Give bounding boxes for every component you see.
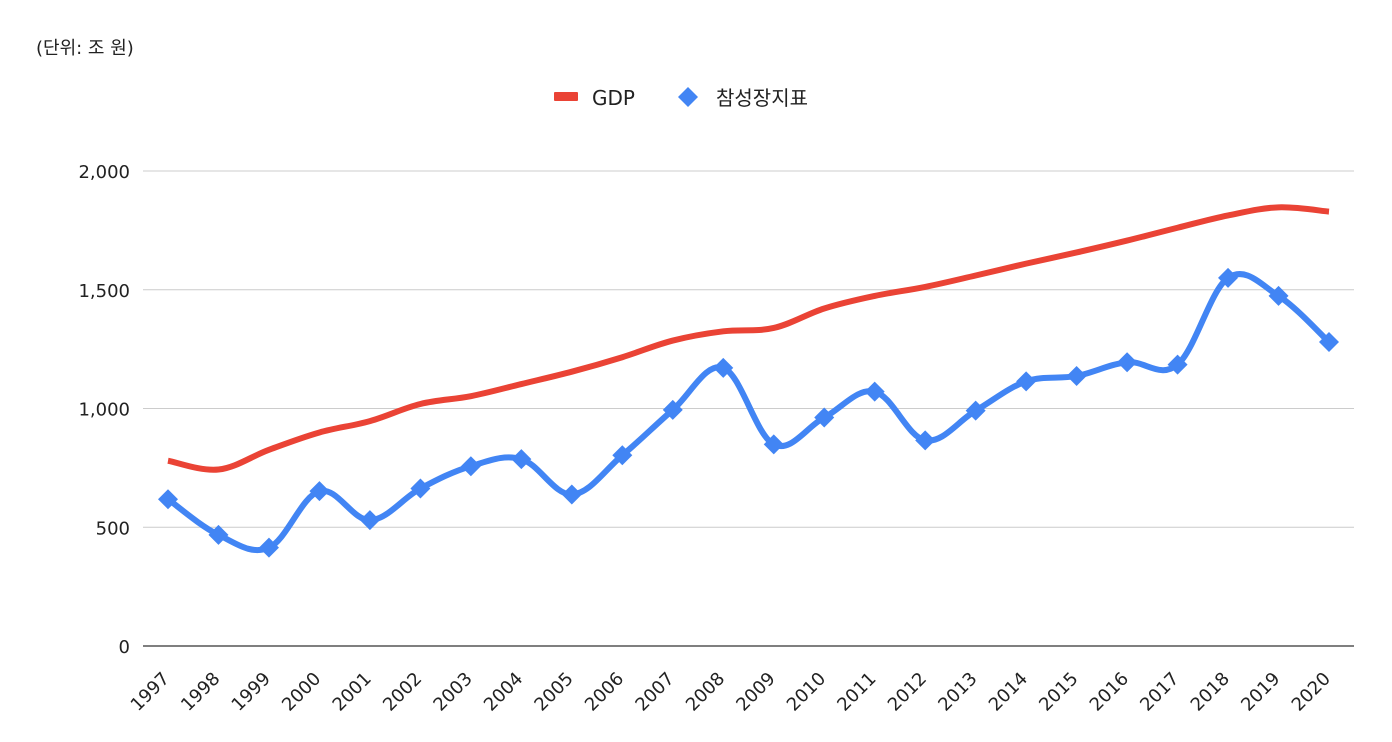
x-tick-label: 2005	[530, 668, 577, 715]
data-point-indicator[interactable]	[713, 357, 734, 378]
x-tick-label: 2006	[581, 668, 628, 715]
x-tick-label: 1999	[228, 668, 275, 715]
data-point-indicator[interactable]	[864, 381, 885, 402]
x-tick-label: 2001	[329, 668, 376, 715]
y-tick-label: 2,000	[78, 162, 130, 183]
data-point-indicator[interactable]	[208, 524, 229, 545]
x-tick-label: 1997	[127, 668, 174, 715]
x-tick-label: 2015	[1035, 668, 1082, 715]
y-tick-label: 500	[96, 518, 130, 539]
legend-swatch-indicator	[678, 87, 698, 107]
x-tick-label: 2016	[1086, 668, 1133, 715]
legend-label-gdp: GDP	[592, 86, 635, 110]
x-tick-label: 2014	[985, 668, 1032, 715]
data-point-indicator[interactable]	[1016, 371, 1037, 392]
x-tick-label: 2011	[833, 668, 880, 715]
x-tick-label: 2010	[783, 668, 830, 715]
x-tick-label: 2017	[1136, 668, 1183, 715]
data-point-indicator[interactable]	[1117, 352, 1138, 373]
data-point-indicator[interactable]	[158, 489, 178, 510]
x-tick-label: 2007	[631, 668, 678, 715]
x-tick-label: 2000	[278, 668, 325, 715]
x-tick-label: 1998	[177, 668, 224, 715]
data-point-indicator[interactable]	[662, 399, 683, 420]
data-point-indicator[interactable]	[1066, 365, 1087, 386]
legend-swatch-gdp	[554, 92, 578, 101]
x-axis-ticks: 1997 1998 1999 2000 2001 2002 2003 2004 2005 2006…	[127, 668, 1335, 715]
x-tick-label: 2009	[732, 668, 779, 715]
data-point-indicator[interactable]	[612, 445, 633, 466]
y-tick-label: 1,000	[78, 400, 130, 421]
unit-note: (단위: 조 원)	[36, 38, 134, 59]
data-point-indicator[interactable]	[915, 430, 936, 451]
data-point-indicator[interactable]	[763, 434, 784, 455]
legend-item-indicator[interactable]: 참성장지표	[678, 86, 808, 110]
data-point-indicator[interactable]	[561, 484, 582, 505]
legend-label-indicator: 참성장지표	[716, 86, 808, 110]
x-tick-label: 2003	[430, 668, 477, 715]
x-tick-label: 2019	[1237, 668, 1284, 715]
data-point-indicator[interactable]	[1167, 354, 1188, 375]
x-tick-label: 2008	[682, 668, 729, 715]
x-tick-label: 2013	[934, 668, 981, 715]
series-line-gdp	[167, 204, 1330, 473]
series	[158, 204, 1339, 558]
x-tick-label: 2002	[379, 668, 426, 715]
legend: GDP 참성장지표	[554, 86, 808, 110]
y-axis-ticks: 0 500 1,000 1,500 2,000	[78, 162, 130, 658]
y-tick-label: 0	[119, 637, 130, 658]
data-point-indicator[interactable]	[359, 510, 380, 531]
x-tick-label: 2004	[480, 668, 527, 715]
y-tick-label: 1,500	[78, 281, 130, 302]
data-point-indicator[interactable]	[511, 449, 532, 470]
data-point-indicator[interactable]	[460, 456, 481, 477]
series-line-indicator	[166, 271, 1332, 554]
data-point-indicator[interactable]	[309, 481, 330, 502]
data-point-indicator[interactable]	[1218, 267, 1239, 288]
x-tick-label: 2012	[884, 668, 931, 715]
legend-item-gdp[interactable]: GDP	[554, 86, 635, 110]
x-tick-label: 2018	[1187, 668, 1234, 715]
data-point-indicator[interactable]	[1268, 285, 1289, 306]
data-point-indicator[interactable]	[965, 400, 986, 421]
data-point-indicator[interactable]	[410, 478, 431, 499]
data-point-indicator[interactable]	[814, 407, 835, 428]
x-tick-label: 2020	[1288, 668, 1335, 715]
data-point-indicator[interactable]	[1319, 332, 1339, 352]
data-point-indicator[interactable]	[258, 537, 279, 558]
